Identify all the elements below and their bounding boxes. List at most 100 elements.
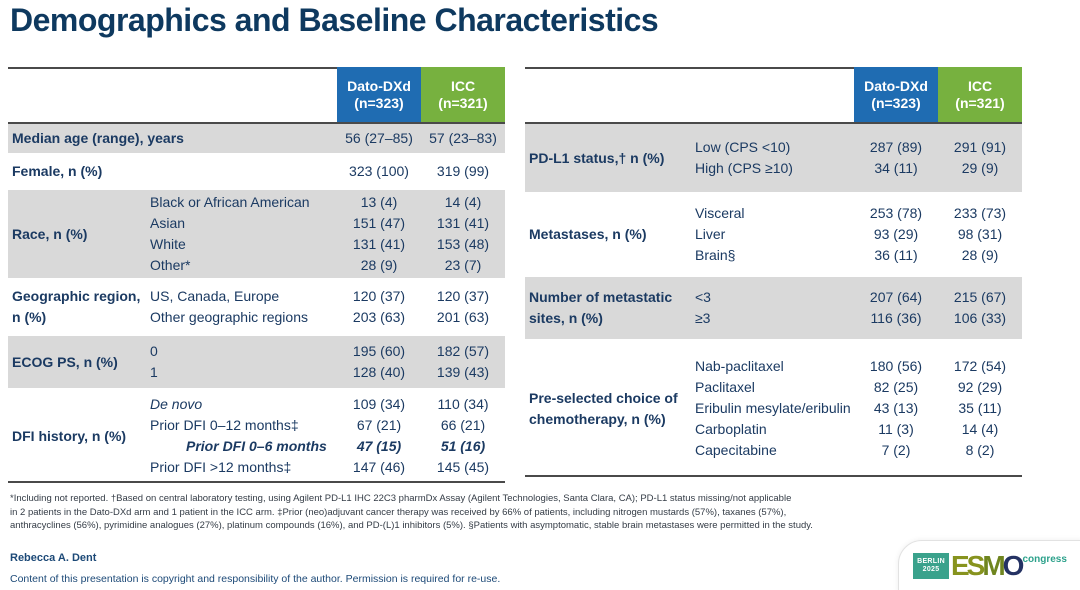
item-label: 0 (150, 343, 158, 359)
congress-label: congress (1022, 554, 1067, 565)
item-label: Capecitabine (695, 442, 777, 458)
row-item: Other* 28 (9) 23 (7) (150, 255, 505, 276)
item-value-dato: 203 (63) (352, 309, 406, 325)
row-category: DFI history, n (%) (12, 427, 127, 444)
esmo-letter: S (966, 550, 986, 581)
item-label: Visceral (695, 205, 745, 221)
item-label: Prior DFI >12 months‡ (150, 459, 292, 475)
row-item: <3 207 (64) 215 (67) (695, 287, 1022, 308)
esmo-letter: E (950, 550, 970, 581)
item-value-icc: 153 (48) (436, 236, 490, 252)
row-item: US, Canada, Europe 120 (37) 120 (37) (150, 286, 505, 307)
esmo-logo-card: BERLIN 2025 E S M O congress (898, 540, 1080, 590)
header-spacer (525, 67, 854, 122)
row-category: Pre-selected choice of chemotherapy, n (… (529, 389, 678, 427)
row-item: Paclitaxel 82 (25) 92 (29) (695, 377, 1022, 398)
item-value-icc: 110 (34) (437, 396, 489, 412)
row-category: Geographic region, n (%) (12, 288, 141, 325)
item-value-dato: 13 (4) (360, 194, 398, 210)
item-value-icc: 215 (67) (953, 289, 1007, 305)
item-value-dato: 34 (11) (874, 160, 918, 176)
item-value-dato: 323 (100) (349, 163, 409, 179)
column-header-dato-dxd: Dato-DXd (n=323) (337, 67, 421, 122)
item-label: ≥3 (695, 310, 711, 326)
column-header-icc: ICC (n=321) (938, 67, 1022, 122)
item-label: Paclitaxel (695, 379, 755, 395)
badge-city: BERLIN (917, 558, 945, 565)
row-item: Liver 93 (29) 98 (31) (695, 224, 1022, 245)
footnote-line: *Including not reported. †Based on centr… (10, 493, 792, 504)
item-value-dato: 109 (34) (352, 396, 406, 412)
badge-year: 2025 (922, 566, 940, 573)
item-value-dato: 116 (36) (870, 310, 922, 326)
item-value-icc: 120 (37) (436, 288, 490, 304)
column-header-dato-dxd: Dato-DXd (n=323) (854, 67, 938, 122)
item-label: Liver (695, 226, 726, 242)
row-item: Other geographic regions 203 (63) 201 (6… (150, 307, 505, 328)
row-item: Prior DFI 0–12 months‡ 67 (21) 66 (21) (150, 415, 505, 436)
item-value-icc: 57 (23–83) (429, 130, 497, 146)
item-label: Brain§ (695, 247, 736, 263)
row-item: White 131 (41) 153 (48) (150, 234, 505, 255)
arm-n: (n=323) (871, 94, 921, 111)
item-value-icc: 98 (31) (957, 226, 1003, 242)
table-row: Race, n (%) Black or African American 13… (8, 190, 505, 281)
item-value-dato: 36 (11) (874, 247, 918, 263)
row-category: Metastases, n (%) (529, 226, 647, 242)
item-value-dato: 207 (64) (869, 289, 923, 305)
item-value-dato: 253 (78) (869, 205, 923, 221)
item-value-dato: 11 (3) (878, 421, 914, 437)
item-value-dato: 287 (89) (869, 139, 923, 155)
item-value-icc: 66 (21) (440, 417, 486, 433)
row-item: Brain§ 36 (11) 28 (9) (695, 245, 1022, 266)
item-value-dato: 43 (13) (873, 400, 919, 416)
arm-name: Dato-DXd (864, 77, 928, 94)
item-value-dato: 120 (37) (352, 288, 406, 304)
author-name: Rebecca A. Dent (10, 552, 97, 564)
row-item: Low (CPS <10) 287 (89) 291 (91) (695, 137, 1022, 158)
item-value-icc: 145 (45) (436, 459, 490, 475)
esmo-congress-logo: BERLIN 2025 E S M O congress (913, 552, 1067, 580)
row-item: 1 128 (40) 139 (43) (150, 362, 505, 383)
item-value-icc: 172 (54) (953, 358, 1007, 374)
item-value-icc: 8 (2) (965, 442, 995, 458)
page-title: Demographics and Baseline Characteristic… (10, 2, 659, 38)
item-value-dato: 67 (21) (356, 417, 402, 433)
item-label: Prior DFI 0–12 months‡ (150, 417, 299, 433)
item-label: Prior DFI 0–6 months (186, 438, 327, 454)
arm-n: (n=323) (354, 94, 404, 111)
item-value-icc: 14 (4) (444, 194, 482, 210)
row-category: Number of metastatic sites, n (%) (529, 289, 673, 326)
row-item: Nab-paclitaxel 180 (56) 172 (54) (695, 356, 1022, 377)
arm-name: Dato-DXd (347, 77, 411, 94)
table-row: Pre-selected choice of chemotherapy, n (… (525, 342, 1022, 475)
item-value-dato: 28 (9) (360, 257, 398, 273)
row-item: ≥3 116 (36) 106 (33) (695, 308, 1022, 329)
item-value-dato: 93 (29) (873, 226, 919, 242)
table-row: DFI history, n (%) De novo 109 (34) 110 … (8, 391, 505, 481)
item-value-dato: 82 (25) (873, 379, 919, 395)
copyright-note: Content of this presentation is copyrigh… (10, 573, 501, 585)
item-value-icc: 201 (63) (436, 309, 490, 325)
item-value-icc: 14 (4) (961, 421, 999, 437)
item-label: <3 (695, 289, 711, 305)
item-value-icc: 182 (57) (436, 343, 490, 359)
item-label: High (CPS ≥10) (695, 160, 793, 176)
row-item: 0 195 (60) 182 (57) (150, 341, 505, 362)
row-category: PD-L1 status,† n (%) (529, 149, 665, 166)
row-item: Prior DFI 0–6 months 47 (15) 51 (16) (150, 436, 505, 457)
item-value-icc: 291 (91) (953, 139, 1007, 155)
arm-n: (n=321) (438, 94, 488, 111)
item-value-icc: 131 (41) (436, 215, 490, 231)
arm-name: ICC (450, 77, 476, 94)
item-label: Nab-paclitaxel (695, 358, 784, 374)
row-category: Median age (range), years (12, 130, 184, 146)
table-row: Median age (range), years 56 (27–85) 57 … (8, 124, 505, 156)
row-item: Visceral 253 (78) 233 (73) (695, 203, 1022, 224)
row-category: ECOG PS, n (%) (12, 353, 118, 370)
item-label: US, Canada, Europe (150, 288, 280, 304)
demographics-table-left: Dato-DXd (n=323) ICC (n=321) Median age … (8, 67, 505, 483)
header-spacer (8, 67, 337, 122)
row-item: Prior DFI >12 months‡ 147 (46) 145 (45) (150, 457, 505, 478)
